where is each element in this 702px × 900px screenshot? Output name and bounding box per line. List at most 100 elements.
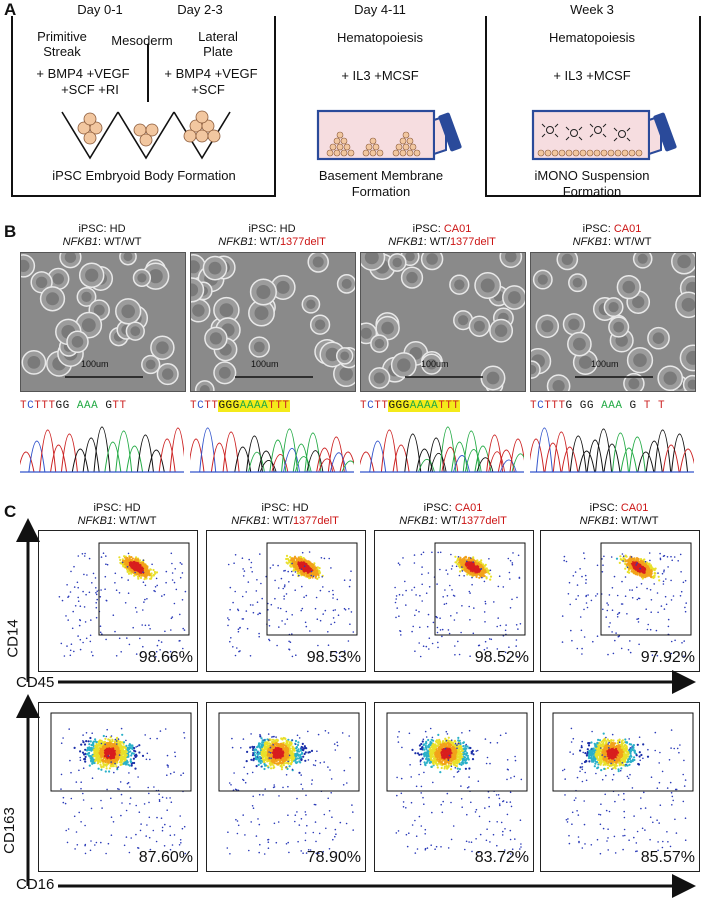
primitive-streak-label: Primitive Streak (37, 29, 87, 59)
base-letter: T (282, 400, 290, 412)
flow-cytometry-plot: 98.53% (206, 530, 366, 672)
genotype-label: iPSC: HD NFKB1: WT/1377delT (190, 223, 354, 249)
micrograph-image: 100um (20, 252, 186, 392)
base-letter: T (34, 400, 42, 412)
allele-1: : WT/ (615, 515, 642, 527)
genotype-label: iPSC: CA01 NFKB1: WT/WT (530, 223, 694, 249)
allele-2: WT (634, 236, 652, 248)
base-letter: G (402, 400, 410, 412)
ipsc-prefix: iPSC: (78, 223, 110, 235)
base-letter: T (119, 400, 127, 412)
flask-icon-2 (531, 109, 677, 161)
basement-membrane-title: Basement Membrane Formation (318, 168, 444, 199)
base-letter: G (232, 400, 240, 412)
base-letter: T (211, 400, 219, 412)
flow-cytometry-plot: 98.52% (374, 530, 534, 672)
base-letter: G (218, 400, 226, 412)
base-letter: G (565, 400, 573, 412)
mesoderm-label: Mesoderm (111, 33, 173, 48)
genotype-label: iPSC: CA01 NFKB1: WT/1377delT (360, 223, 524, 249)
cell-line: CA01 (443, 223, 472, 235)
allele-1: : WT/ (98, 236, 125, 248)
allele-1: : WT/ (423, 236, 450, 248)
base-letter: C (537, 400, 545, 412)
ipsc-prefix: iPSC: (589, 502, 621, 514)
micrograph-image: 100um (360, 252, 526, 392)
base-letter: T (360, 400, 368, 412)
cd45-axis-label: CD45 (16, 674, 55, 691)
base-letter: A (83, 400, 92, 412)
base-letter: A (76, 400, 84, 412)
cd16-axis-label: CD16 (16, 876, 55, 893)
base-letter: T (438, 400, 446, 412)
flow-cytometry-plot: 85.57% (540, 702, 700, 872)
lateral-plate-label: Lateral Plate (198, 29, 238, 59)
base-letter: A (253, 400, 262, 412)
cell-line: CA01 (454, 502, 483, 514)
day-2-3-label: Day 2-3 (177, 2, 223, 17)
base-letter: A (608, 400, 616, 412)
gate-percentage: 98.53% (306, 649, 361, 666)
base-letter: G (586, 400, 594, 412)
genotype-label: iPSC: HD NFKB1: WT/1377delT (206, 502, 364, 528)
ipsc-prefix: iPSC: (423, 502, 455, 514)
dna-sequence: TCTTGGGAAAATTT (190, 400, 354, 412)
base-letter: G (225, 400, 233, 412)
factors-right-2: +SCF (191, 82, 225, 97)
il3-mcsf-label-2: + IL3 +MCSF (553, 68, 631, 83)
panel-a-frames (11, 16, 701, 197)
gate-percentage: 98.52% (474, 649, 529, 666)
flow-cytometry-plot: 78.90% (206, 702, 366, 872)
gene-name: NFKB1 (388, 236, 424, 248)
base-letter: T (48, 400, 56, 412)
ipsc-prefix: iPSC: (582, 223, 614, 235)
flask-icon-1 (316, 109, 462, 161)
allele-1: : WT/ (608, 236, 635, 248)
allele-2: 1377delT (449, 236, 496, 248)
cell-line: HD (279, 223, 296, 235)
ipsc-prefix: iPSC: (248, 223, 280, 235)
cell-line: HD (124, 502, 141, 514)
gene-name: NFKB1 (77, 515, 114, 527)
flow-cytometry-plot: 97.92% (540, 530, 700, 672)
embryoid-wells (61, 111, 231, 160)
panel-a-letter: A (4, 0, 17, 19)
base-letter: G (579, 400, 587, 412)
base-letter: T (204, 400, 212, 412)
base-letter: T (275, 400, 283, 412)
base-letter: T (190, 400, 198, 412)
base-letter: G (388, 400, 396, 412)
flow-cytometry-plot: 87.60% (38, 702, 198, 872)
base-letter: C (367, 400, 375, 412)
gate-percentage: 87.60% (138, 849, 193, 866)
hematopoiesis-label-2: Hematopoiesis (549, 30, 635, 45)
week-3-label: Week 3 (570, 2, 614, 17)
allele-2: 1377delT (279, 236, 326, 248)
il3-mcsf-label-1: + IL3 +MCSF (341, 68, 419, 83)
base-letter: T (112, 400, 120, 412)
base-letter: A (246, 400, 254, 412)
ipsc-prefix: iPSC: (412, 223, 444, 235)
base-letter: A (431, 400, 439, 412)
gate-percentage: 98.66% (138, 649, 193, 666)
base-letter: A (601, 400, 609, 412)
base-letter: T (374, 400, 382, 412)
dna-sequence: TCTTTGG AAA GTT (20, 400, 184, 412)
gene-name: NFKB1 (218, 236, 254, 248)
base-letter: T (530, 400, 538, 412)
hematopoiesis-label-1: Hematopoiesis (337, 30, 423, 45)
genotype-label: iPSC: CA01 NFKB1: WT/1377delT (374, 502, 532, 528)
base-letter: A (409, 400, 417, 412)
base-letter: T (20, 400, 28, 412)
cell-line: CA01 (620, 502, 649, 514)
base-letter: T (268, 400, 276, 412)
allele-2: 1377delT (460, 515, 507, 527)
base-letter: T (558, 400, 566, 412)
flow-cytometry-plot: 83.72% (374, 702, 534, 872)
allele-1: : WT/ (434, 515, 461, 527)
sequencing-chromatogram (190, 427, 354, 473)
panel-b: iPSC: HD NFKB1: WT/WT 100um TCTTTGG AAA GTT… (20, 223, 696, 473)
micrograph-image: 100um (190, 252, 356, 392)
base-letter: T (445, 400, 453, 412)
